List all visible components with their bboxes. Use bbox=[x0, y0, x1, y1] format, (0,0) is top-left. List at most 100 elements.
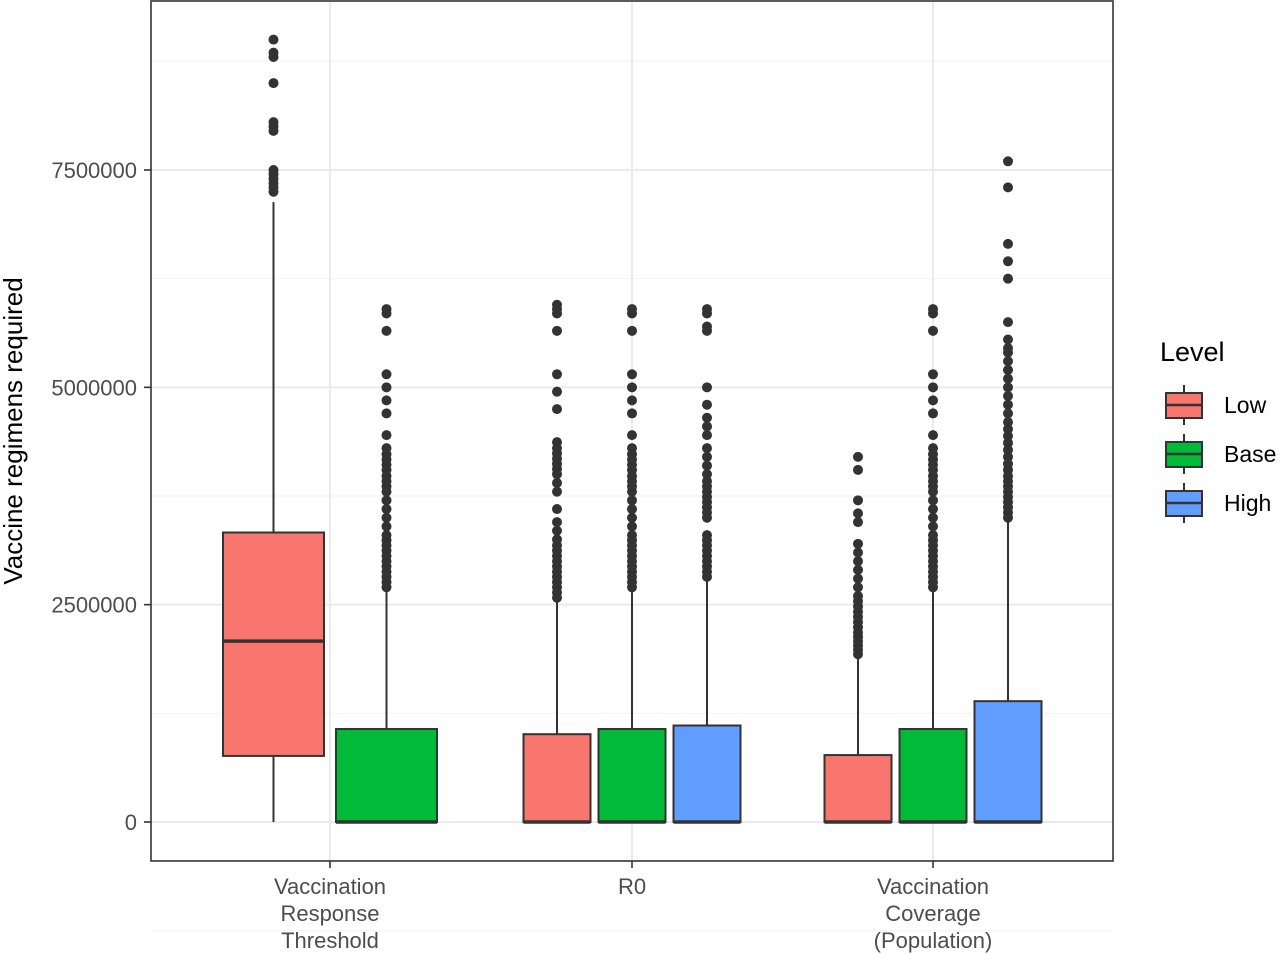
legend-label: High bbox=[1224, 490, 1271, 516]
outlier-point bbox=[702, 304, 712, 315]
outlier-point bbox=[627, 325, 637, 336]
outlier-point bbox=[1003, 182, 1013, 193]
outlier-point bbox=[552, 504, 562, 515]
outlier-point bbox=[1003, 273, 1013, 284]
outlier-point bbox=[552, 404, 562, 415]
box bbox=[597, 727, 667, 823]
outlier-point bbox=[1003, 256, 1013, 267]
outlier-point bbox=[552, 517, 562, 528]
outlier-point bbox=[702, 430, 712, 441]
outlier-point bbox=[928, 369, 938, 380]
outlier-point bbox=[552, 437, 562, 448]
outlier-point bbox=[1003, 382, 1013, 393]
outlier-point bbox=[702, 451, 712, 462]
outlier-point bbox=[552, 486, 562, 497]
box-group-vc-base bbox=[898, 304, 968, 824]
outlier-point bbox=[928, 495, 938, 506]
outlier-point bbox=[268, 165, 279, 175]
outlier-point bbox=[853, 573, 863, 584]
outlier-point bbox=[1003, 238, 1013, 249]
outlier-point bbox=[381, 512, 392, 523]
outlier-point bbox=[268, 117, 279, 128]
outlier-point bbox=[627, 304, 637, 315]
outlier-point bbox=[1003, 451, 1013, 462]
box bbox=[522, 733, 592, 823]
box-group-r0-high bbox=[672, 304, 742, 824]
outlier-point bbox=[1003, 399, 1013, 410]
outlier-point bbox=[1003, 391, 1013, 402]
legend-label: Low bbox=[1224, 392, 1267, 418]
legend-item-high: High bbox=[1165, 483, 1271, 523]
outlier-point bbox=[928, 408, 938, 419]
box-group-vrt-low bbox=[222, 34, 325, 822]
outlier-point bbox=[552, 525, 562, 536]
outlier-point bbox=[702, 412, 712, 423]
legend-item-low: Low bbox=[1165, 385, 1267, 425]
outlier-point bbox=[381, 304, 392, 315]
outlier-point bbox=[1003, 373, 1013, 384]
outlier-point bbox=[928, 430, 938, 441]
outlier-point bbox=[928, 304, 938, 315]
y-tick-label: 5000000 bbox=[51, 375, 137, 400]
outlier-point bbox=[1003, 431, 1013, 442]
outlier-point bbox=[1003, 334, 1013, 345]
outlier-point bbox=[627, 521, 637, 532]
outlier-point bbox=[853, 556, 863, 567]
outlier-point bbox=[381, 369, 392, 380]
legend-item-base: Base bbox=[1165, 434, 1276, 474]
outlier-point bbox=[853, 508, 863, 519]
outlier-point bbox=[853, 495, 863, 506]
outlier-point bbox=[627, 530, 637, 541]
legend-title: Level bbox=[1160, 337, 1225, 367]
outlier-point bbox=[552, 477, 562, 488]
outlier-point bbox=[702, 476, 712, 487]
outlier-point bbox=[702, 469, 712, 480]
x-category-label: Threshold bbox=[281, 928, 379, 953]
outlier-point bbox=[702, 382, 712, 393]
outlier-point bbox=[1003, 458, 1013, 469]
outlier-point bbox=[928, 504, 938, 515]
outlier-point bbox=[1003, 444, 1013, 455]
outlier-point bbox=[702, 530, 712, 541]
outlier-point bbox=[853, 538, 863, 549]
outlier-point bbox=[381, 325, 392, 336]
outlier-point bbox=[381, 495, 392, 506]
outlier-point bbox=[268, 78, 279, 89]
outlier-point bbox=[1003, 156, 1013, 167]
box-group-vc-low bbox=[823, 451, 893, 824]
outlier-point bbox=[1003, 424, 1013, 435]
outlier-point bbox=[627, 504, 637, 515]
outlier-point bbox=[1003, 317, 1013, 328]
outlier-point bbox=[702, 460, 712, 471]
outlier-point bbox=[1003, 408, 1013, 419]
outlier-point bbox=[627, 408, 637, 419]
y-tick-label: 2500000 bbox=[51, 593, 137, 618]
box-group-vc-high bbox=[973, 156, 1043, 824]
outlier-point bbox=[627, 443, 637, 454]
outlier-point bbox=[928, 512, 938, 523]
outlier-point bbox=[702, 421, 712, 432]
outlier-point bbox=[1003, 364, 1013, 375]
outlier-point bbox=[552, 325, 562, 336]
outlier-point bbox=[381, 521, 392, 532]
outlier-point bbox=[702, 399, 712, 410]
x-category-label: (Population) bbox=[874, 928, 993, 953]
outlier-point bbox=[853, 564, 863, 575]
outlier-point bbox=[928, 530, 938, 541]
x-category-label: Coverage bbox=[885, 901, 980, 926]
outlier-point bbox=[381, 408, 392, 419]
box bbox=[823, 754, 893, 824]
box-group-r0-base bbox=[597, 304, 667, 824]
outlier-point bbox=[1003, 417, 1013, 428]
x-category-label: R0 bbox=[618, 874, 646, 899]
outlier-point bbox=[1003, 343, 1013, 354]
y-tick-label: 7500000 bbox=[51, 158, 137, 183]
x-category-label: Vaccination bbox=[274, 874, 386, 899]
outlier-point bbox=[1003, 356, 1013, 367]
outlier-point bbox=[853, 517, 863, 528]
legend: Level Low Base High bbox=[1160, 337, 1276, 523]
box bbox=[973, 700, 1043, 823]
outlier-point bbox=[853, 464, 863, 475]
y-axis: 0 2500000 5000000 7500000 bbox=[51, 158, 151, 835]
